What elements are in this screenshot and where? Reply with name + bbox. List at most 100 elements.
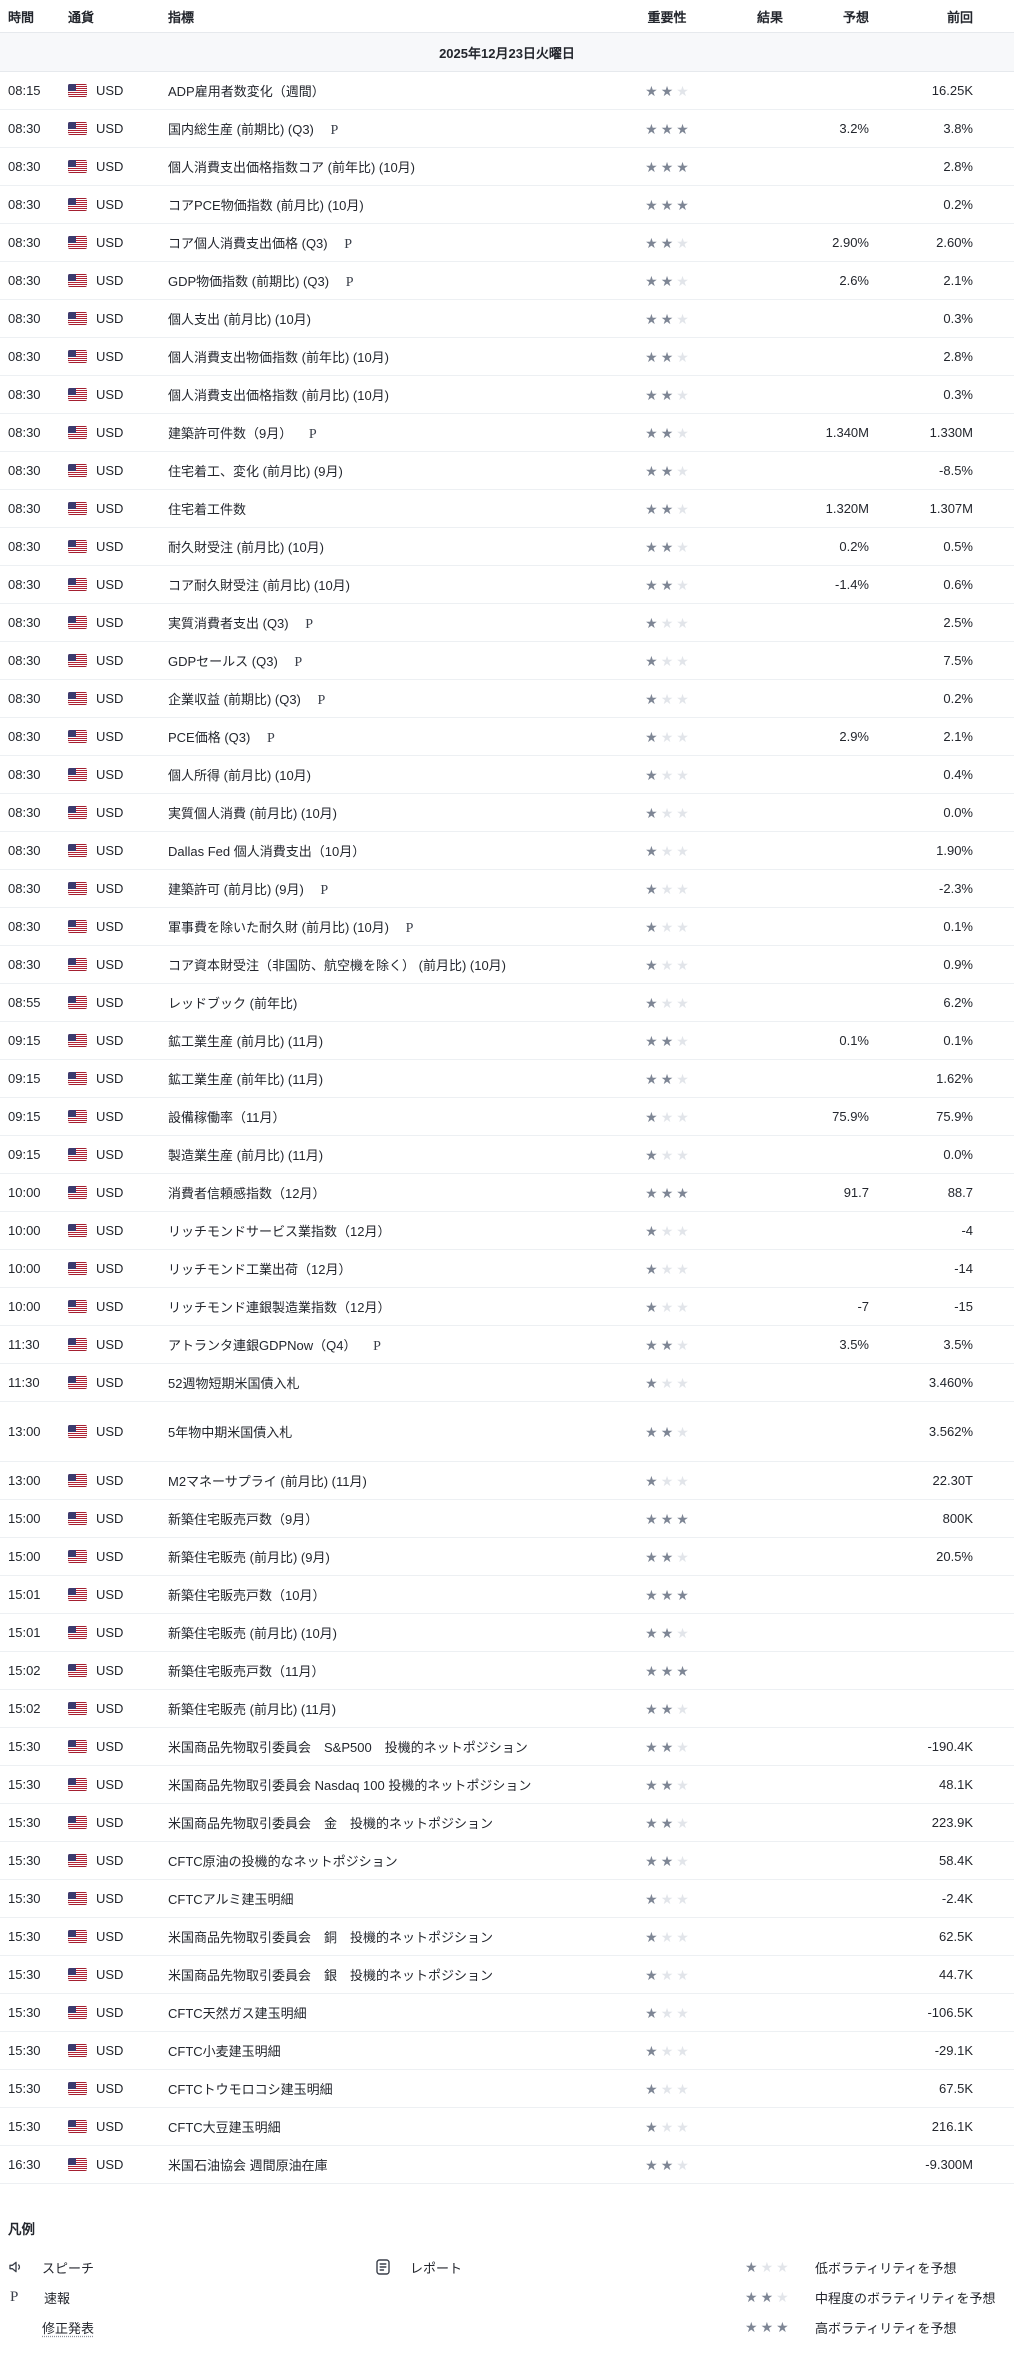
event-indicator-label: 実質個人消費 (前月比) (10月) [168, 806, 338, 821]
event-row[interactable]: 09:15 USD 鉱工業生産 (前月比) (11月) ★ ★ ★ 0.1% 0.1… [0, 1022, 1014, 1060]
event-row[interactable]: 08:15 USD ADP雇用者数変化（週間） ★ ★ ★ 16.25K [0, 72, 1014, 110]
preliminary-marker: P [317, 692, 326, 708]
event-row[interactable]: 10:00 USD 消費者信頼感指数（12月） ★ ★ ★ 91.7 88.7 [0, 1174, 1014, 1212]
volatility-stars: ★ ★ ★ [621, 1034, 713, 1048]
event-row[interactable]: 08:30 USD 住宅着工件数 ★ ★ ★ 1.320M 1.307M [0, 490, 1014, 528]
event-row[interactable]: 15:00 USD 新築住宅販売戸数（9月） ★ ★ ★ 800K [0, 1500, 1014, 1538]
event-row[interactable]: 08:30 USD 軍事費を除いた耐久財 (前月比) (10月) P ★ ★ ★ 0… [0, 908, 1014, 946]
event-row[interactable]: 08:30 USD 住宅着工、変化 (前月比) (9月) ★ ★ ★ -8.5% [0, 452, 1014, 490]
event-currency: USD [68, 311, 168, 326]
event-row[interactable]: 13:00 USD M2マネーサプライ (前月比) (11月) ★ ★ ★ 22.3… [0, 1462, 1014, 1500]
event-row[interactable]: 08:30 USD コアPCE物価指数 (前月比) (10月) ★ ★ ★ 0.2% [0, 186, 1014, 224]
event-row[interactable]: 08:30 USD コア資本財受注（非国防、航空機を除く） (前月比) (10月… [0, 946, 1014, 984]
volatility-low-label: 低ボラティリティを予想 [815, 2260, 957, 2276]
event-row[interactable]: 08:30 USD 実質個人消費 (前月比) (10月) ★ ★ ★ 0.0% [0, 794, 1014, 832]
event-row[interactable]: 08:30 USD 個人消費支出価格指数コア (前年比) (10月) ★ ★ ★ 2… [0, 148, 1014, 186]
event-row[interactable]: 15:30 USD 米国商品先物取引委員会 S&P500 投機的ネットポジション… [0, 1728, 1014, 1766]
event-row[interactable]: 10:00 USD リッチモンドサービス業指数（12月） ★ ★ ★ -4 [0, 1212, 1014, 1250]
event-indicator-label: 住宅着工件数 [168, 502, 247, 517]
volatility-stars: ★ ★ ★ [621, 1550, 713, 1564]
revised-release-link[interactable]: 修正発表 [42, 2320, 95, 2336]
flag-canton [68, 1148, 76, 1155]
event-row[interactable]: 15:30 USD CFTC大豆建玉明細 ★ ★ ★ 216.1K [0, 2108, 1014, 2146]
event-indicator: 米国商品先物取引委員会 Nasdaq 100 投機的ネットポジション [168, 1775, 621, 1794]
event-indicator: 鉱工業生産 (前月比) (11月) [168, 1031, 621, 1050]
event-row[interactable]: 10:00 USD リッチモンド工業出荷（12月） ★ ★ ★ -14 [0, 1250, 1014, 1288]
event-time: 15:30 [8, 1967, 41, 1982]
flag-canton [68, 1816, 76, 1823]
event-row[interactable]: 15:30 USD 米国商品先物取引委員会 金 投機的ネットポジション ★ ★ ★ … [0, 1804, 1014, 1842]
event-row[interactable]: 08:55 USD レッドブック (前年比) ★ ★ ★ 6.2% [0, 984, 1014, 1022]
star-empty-icon: ★ [676, 576, 689, 593]
star-filled-icon: ★ [645, 652, 658, 669]
volatility-stars: ★ ★ ★ [621, 1338, 713, 1352]
event-currency: USD [68, 539, 168, 554]
event-row[interactable]: 15:01 USD 新築住宅販売 (前月比) (10月) ★ ★ ★ [0, 1614, 1014, 1652]
volatility-stars: ★ ★ ★ [621, 1148, 713, 1162]
star-filled-icon: ★ [645, 234, 658, 251]
date-header-label: 2025年12月23日火曜日 [439, 45, 575, 61]
event-row[interactable]: 15:30 USD CFTCトウモロコシ建玉明細 ★ ★ ★ 67.5K [0, 2070, 1014, 2108]
event-row[interactable]: 09:15 USD 設備稼働率（11月） ★ ★ ★ 75.9% 75.9% [0, 1098, 1014, 1136]
volatility-stars: ★ ★ ★ [621, 1186, 713, 1200]
star-empty-icon: ★ [660, 1472, 674, 1489]
event-row[interactable]: 08:30 USD コア個人消費支出価格 (Q3) P ★ ★ ★ 2.90% 2.… [0, 224, 1014, 262]
currency-code: USD [96, 1511, 124, 1526]
event-row[interactable]: 15:30 USD 米国商品先物取引委員会 銅 投機的ネットポジション ★ ★ ★ … [0, 1918, 1014, 1956]
event-row[interactable]: 08:30 USD GDPセールス (Q3) P ★ ★ ★ 7.5% [0, 642, 1014, 680]
event-currency: USD [68, 1549, 168, 1564]
event-time: 08:30 [8, 881, 41, 896]
event-row[interactable]: 08:30 USD 国内総生産 (前期比) (Q3) P ★ ★ ★ 3.2% 3.… [0, 110, 1014, 148]
event-row[interactable]: 15:30 USD CFTC原油の投機的なネットポジション ★ ★ ★ 58.4K [0, 1842, 1014, 1880]
event-row[interactable]: 15:02 USD 新築住宅販売 (前月比) (11月) ★ ★ ★ [0, 1690, 1014, 1728]
event-row[interactable]: 08:30 USD 個人支出 (前月比) (10月) ★ ★ ★ 0.3% [0, 300, 1014, 338]
event-row[interactable]: 08:30 USD 実質消費者支出 (Q3) P ★ ★ ★ 2.5% [0, 604, 1014, 642]
event-row[interactable]: 11:30 USD 52週物短期米国債入札 ★ ★ ★ 3.460% [0, 1364, 1014, 1402]
currency-code: USD [96, 273, 124, 288]
event-row[interactable]: 13:00 USD 5年物中期米国債入札 ★ ★ ★ 3.562% [0, 1402, 1014, 1462]
event-row[interactable]: 15:30 USD 米国商品先物取引委員会 Nasdaq 100 投機的ネットポ… [0, 1766, 1014, 1804]
event-row[interactable]: 09:15 USD 製造業生産 (前月比) (11月) ★ ★ ★ 0.0% [0, 1136, 1014, 1174]
event-row[interactable]: 15:30 USD CFTCアルミ建玉明細 ★ ★ ★ -2.4K [0, 1880, 1014, 1918]
us-flag-icon [68, 1702, 87, 1715]
event-row[interactable]: 10:00 USD リッチモンド連銀製造業指数（12月） ★ ★ ★ -7 -15 [0, 1288, 1014, 1326]
event-indicator-label: 新築住宅販売戸数（10月） [168, 1588, 326, 1603]
volatility-stars: ★ ★ ★ [621, 426, 713, 440]
event-row[interactable]: 15:02 USD 新築住宅販売戸数（11月） ★ ★ ★ [0, 1652, 1014, 1690]
us-flag-icon [68, 2158, 87, 2171]
event-row[interactable]: 08:30 USD 企業収益 (前期比) (Q3) P ★ ★ ★ 0.2% [0, 680, 1014, 718]
event-row[interactable]: 08:30 USD コア耐久財受注 (前月比) (10月) ★ ★ ★ -1.4% … [0, 566, 1014, 604]
star-filled-icon: ★ [660, 310, 674, 327]
event-row[interactable]: 08:30 USD 個人消費支出価格指数 (前月比) (10月) ★ ★ ★ 0.3… [0, 376, 1014, 414]
event-row[interactable]: 08:30 USD PCE価格 (Q3) P ★ ★ ★ 2.9% 2.1% [0, 718, 1014, 756]
event-row[interactable]: 15:00 USD 新築住宅販売 (前月比) (9月) ★ ★ ★ 20.5% [0, 1538, 1014, 1576]
event-row[interactable]: 08:30 USD 個人消費支出物価指数 (前年比) (10月) ★ ★ ★ 2.8… [0, 338, 1014, 376]
event-row[interactable]: 09:15 USD 鉱工業生産 (前年比) (11月) ★ ★ ★ 1.62% [0, 1060, 1014, 1098]
event-indicator-label: 米国商品先物取引委員会 S&P500 投機的ネットポジション [168, 1740, 528, 1755]
event-row[interactable]: 11:30 USD アトランタ連銀GDPNow（Q4） P ★ ★ ★ 3.5% 3… [0, 1326, 1014, 1364]
event-row[interactable]: 15:30 USD CFTC天然ガス建玉明細 ★ ★ ★ -106.5K [0, 1994, 1014, 2032]
event-row[interactable]: 08:30 USD Dallas Fed 個人消費支出（10月） ★ ★ ★ 1.9… [0, 832, 1014, 870]
currency-code: USD [96, 1261, 124, 1276]
event-row[interactable]: 08:30 USD 耐久財受注 (前月比) (10月) ★ ★ ★ 0.2% 0.5… [0, 528, 1014, 566]
event-row[interactable]: 15:30 USD 米国商品先物取引委員会 銀 投機的ネットポジション ★ ★ ★ … [0, 1956, 1014, 1994]
star-empty-icon: ★ [676, 348, 689, 365]
event-indicator: CFTC大豆建玉明細 [168, 2117, 621, 2136]
currency-code: USD [96, 425, 124, 440]
event-row[interactable]: 08:30 USD 建築許可 (前月比) (9月) P ★ ★ ★ -2.3% [0, 870, 1014, 908]
event-row[interactable]: 08:30 USD 個人所得 (前月比) (10月) ★ ★ ★ 0.4% [0, 756, 1014, 794]
event-row[interactable]: 15:30 USD CFTC小麦建玉明細 ★ ★ ★ -29.1K [0, 2032, 1014, 2070]
event-row[interactable]: 08:30 USD GDP物価指数 (前期比) (Q3) P ★ ★ ★ 2.6% … [0, 262, 1014, 300]
event-time: 09:15 [8, 1033, 41, 1048]
event-row[interactable]: 08:30 USD 建築許可件数（9月） P ★ ★ ★ 1.340M 1.330M [0, 414, 1014, 452]
event-time: 15:30 [8, 2043, 41, 2058]
star-filled-icon: ★ [660, 424, 674, 441]
event-row[interactable]: 16:30 USD 米国石油協会 週間原油在庫 ★ ★ ★ -9.300M [0, 2146, 1014, 2184]
event-currency: USD [68, 1929, 168, 1944]
flag-canton [68, 426, 76, 433]
currency-code: USD [96, 843, 124, 858]
star-empty-icon: ★ [676, 538, 689, 555]
event-row[interactable]: 15:01 USD 新築住宅販売戸数（10月） ★ ★ ★ [0, 1576, 1014, 1614]
star-filled-icon: ★ [660, 1624, 674, 1641]
event-previous: 0.6% [943, 577, 973, 592]
